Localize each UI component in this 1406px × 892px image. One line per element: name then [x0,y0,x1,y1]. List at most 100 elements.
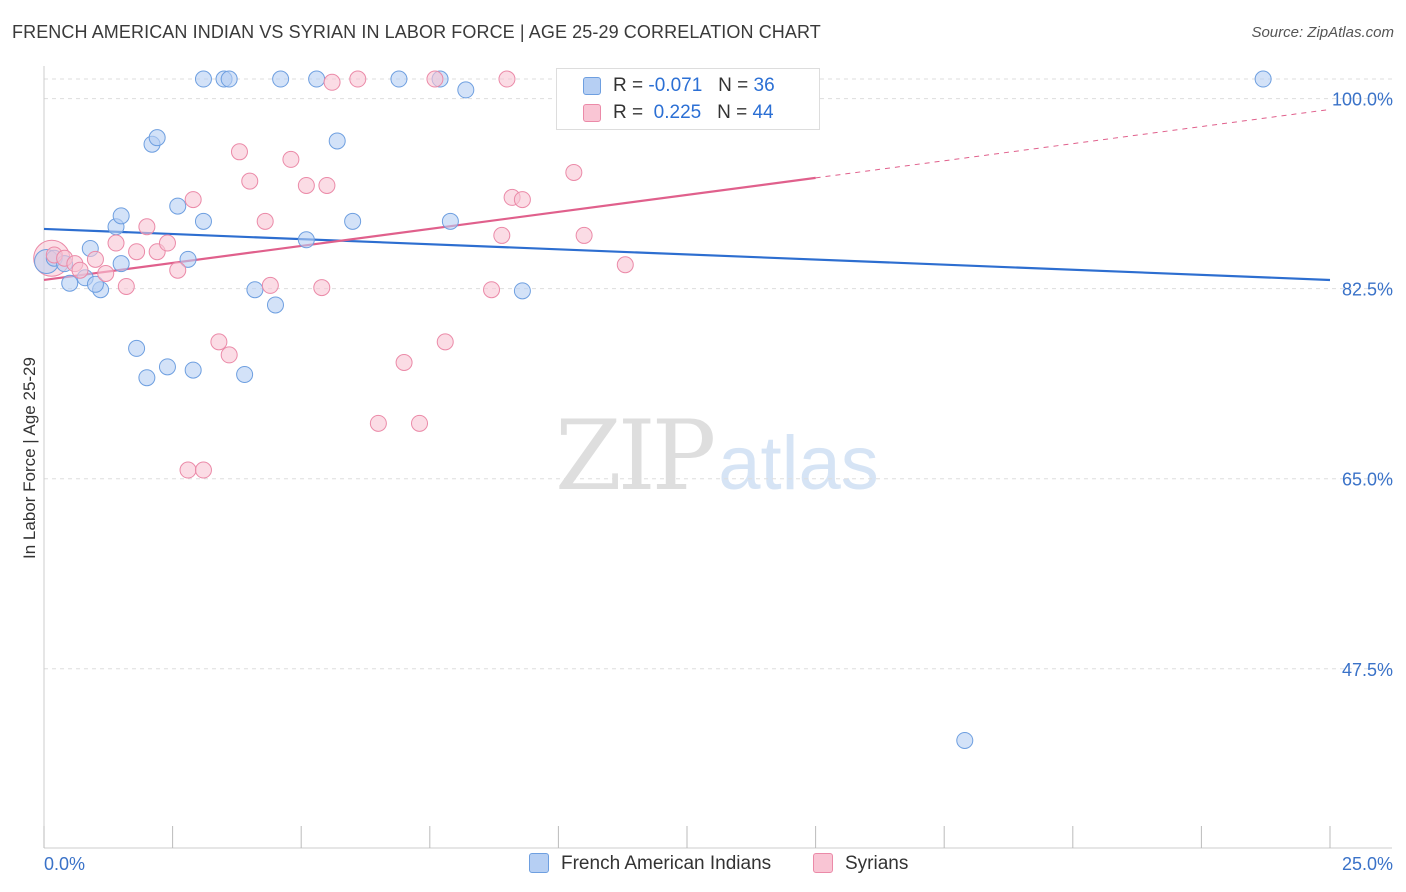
point-syrians [210,333,228,351]
point-syrians [565,163,583,181]
axes [43,66,1392,849]
point-french-american-indians [236,365,254,383]
point-syrians [107,234,125,252]
point-syrians [158,234,176,252]
correlation-legend: R = -0.071 N = 36 R = 0.225 N = 44 [556,68,820,130]
point-french-american-indians [148,129,166,147]
legend-label: Syrians [845,853,909,874]
point-french-american-indians [112,207,130,225]
point-syrians [184,191,202,209]
point-syrians [230,143,248,161]
x-tick-label: 0.0% [44,854,85,874]
point-french-american-indians [441,212,459,230]
point-syrians [575,226,593,244]
point-french-american-indians [246,281,264,299]
point-syrians [318,176,336,194]
point-french-american-indians [297,231,315,249]
trend-line-syrians-extension [815,108,1331,179]
point-syrians [436,333,454,351]
point-syrians [483,281,501,299]
legend-r-label: R = [613,102,644,123]
point-syrians [194,461,212,479]
legend-r-value: -0.071 [648,75,703,96]
legend-swatch-pink [813,853,833,873]
trend-line-syrians [43,176,816,282]
point-syrians [411,414,429,432]
point-syrians [117,277,135,295]
point-syrians [498,70,516,88]
point-french-american-indians [513,282,531,300]
legend-n-value: 44 [752,102,774,123]
point-syrians [513,191,531,209]
source-label: Source: ZipAtlas.com [1251,24,1394,41]
point-french-american-indians [138,369,156,387]
point-french-american-indians [956,731,974,749]
point-french-american-indians [112,255,130,273]
point-syrians [220,346,238,364]
point-french-american-indians [390,70,408,88]
point-french-american-indians [308,70,326,88]
legend-swatch-blue [583,77,601,95]
legend-label: French American Indians [561,853,772,874]
chart-title: FRENCH AMERICAN INDIAN VS SYRIAN IN LABO… [12,22,821,42]
point-syrians [97,264,115,282]
point-french-american-indians [158,358,176,376]
point-french-american-indians [457,81,475,99]
point-syrians [282,150,300,168]
point-french-american-indians [1254,70,1272,88]
point-syrians [256,212,274,230]
point-syrians [128,243,146,261]
point-syrians [493,226,511,244]
legend-r-value: 0.225 [653,102,702,123]
point-syrians [179,461,197,479]
legend-n-label: N = [718,75,749,96]
point-syrians [616,256,634,274]
point-french-american-indians [272,70,290,88]
point-syrians [86,250,104,268]
y-tick-label: 100.0% [1332,90,1393,110]
point-french-american-indians [344,212,362,230]
point-french-american-indians [86,275,104,293]
y-tick-label: 65.0% [1342,470,1393,490]
point-french-american-indians [328,132,346,150]
y-axis-label: In Labor Force | Age 25-29 [20,357,39,559]
point-french-american-indians [194,212,212,230]
point-syrians [323,73,341,91]
watermark-zip: ZIP [555,400,716,512]
point-french-american-indians [169,197,187,215]
point-syrians [169,261,187,279]
zipatlas-watermark: ZIPatlas [555,400,879,512]
x-tick-label: 25.0% [1342,854,1393,874]
point-french-american-indians [194,70,212,88]
legend-n-label: N = [717,102,748,123]
point-french-american-indians [266,296,284,314]
point-syrians [426,70,444,88]
legend-n-value: 36 [753,75,775,96]
point-french-american-indians [61,274,79,292]
data-points [33,70,1272,749]
point-french-american-indians [220,70,238,88]
watermark-atlas: atlas [718,421,879,506]
x-tick-labels: 0.0% 25.0% [44,854,1393,874]
legend-swatch-blue [529,853,549,873]
point-french-american-indians [184,361,202,379]
point-french-american-indians [179,250,197,268]
y-tick-label: 47.5% [1342,660,1393,680]
point-syrians [313,279,331,297]
trend-lines [43,108,1331,282]
trend-line-french-american-indians [43,227,1331,282]
point-syrians [395,354,413,372]
legend-swatch-pink [583,104,601,122]
point-syrians [297,176,315,194]
point-french-american-indians [128,339,146,357]
point-syrians [241,172,259,190]
point-syrians [138,218,156,236]
y-tick-labels: 100.0% 82.5% 65.0% 47.5% [1332,90,1393,680]
point-syrians [349,70,367,88]
legend-r-label: R = [613,75,644,96]
point-syrians [261,276,279,294]
point-syrians [71,261,89,279]
point-syrians [369,414,387,432]
y-tick-label: 82.5% [1342,280,1393,300]
